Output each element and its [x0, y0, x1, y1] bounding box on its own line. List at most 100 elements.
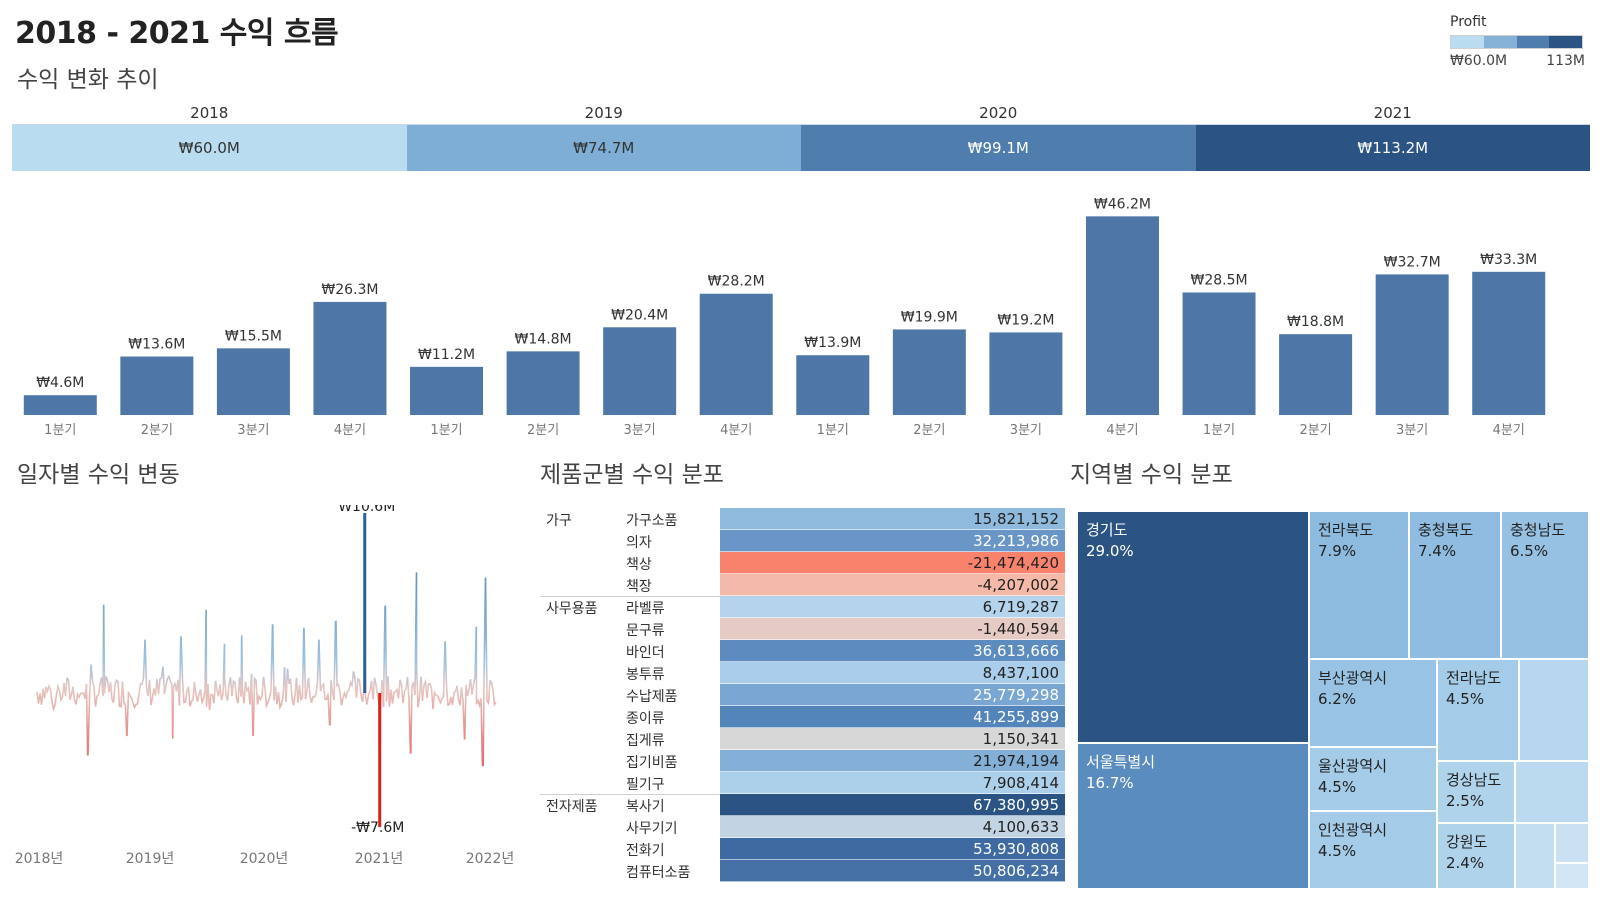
product-subcategory-label: 문구류 — [626, 623, 665, 639]
region-cell: 강원도 2.4% — [1438, 824, 1516, 890]
product-row: 가구 가구소품 15,821,152 — [540, 508, 1065, 530]
quarter-bar — [506, 351, 580, 415]
year-label: 2020 — [979, 104, 1018, 122]
region-percent: 4.5% — [1318, 778, 1357, 796]
quarter-tick-label: 4분기 — [1106, 423, 1138, 438]
daily-year-tick: 2020년 — [240, 851, 289, 867]
quarter-tick-label: 3분기 — [237, 423, 269, 438]
quarter-bar — [603, 327, 677, 415]
quarter-value-label: ₩46.2M — [1094, 196, 1151, 212]
daily-year-tick: 2022년 — [466, 851, 515, 867]
quarter-tick-label: 2분기 — [527, 423, 559, 438]
product-row: 필기구 7,908,414 — [540, 772, 1065, 794]
region-percent: 2.5% — [1446, 792, 1485, 810]
product-value-cell: 25,779,298 — [720, 684, 1065, 706]
product-subcategory-label: 봉투류 — [626, 667, 665, 683]
quarter-bar — [989, 332, 1063, 415]
quarter-value-label: ₩26.3M — [321, 282, 378, 298]
quarter-tick-label: 4분기 — [1493, 423, 1525, 438]
quarter-bar — [699, 293, 773, 415]
year-column: 2021 ₩113.2M — [1195, 102, 1590, 172]
legend-swatch — [1549, 36, 1582, 48]
region-cell: 충청남도 6.5% — [1502, 512, 1590, 660]
quarter-tick-label: 4분기 — [334, 423, 366, 438]
region-name: 전라북도 — [1318, 521, 1374, 539]
product-row: 봉투류 8,437,100 — [540, 662, 1065, 684]
region-name: 전라남도 — [1446, 669, 1502, 687]
quarter-value-label: ₩19.9M — [901, 309, 958, 325]
region-name: 경상남도 — [1446, 771, 1502, 789]
group-separator — [540, 596, 720, 597]
year-column: 2019 ₩74.7M — [406, 102, 801, 172]
region-percent: 7.9% — [1318, 542, 1357, 560]
quarter-value-label: ₩15.5M — [225, 328, 282, 344]
legend-swatch — [1516, 36, 1550, 48]
product-value-cell: -4,207,002 — [720, 574, 1065, 596]
quarter-bar — [120, 356, 194, 415]
year-label: 2021 — [1373, 104, 1412, 122]
product-row: 집기비품 21,974,194 — [540, 750, 1065, 772]
product-subcategory-label: 필기구 — [626, 777, 665, 793]
daily-max-label: ₩10.6M — [338, 505, 395, 515]
region-name: 부산광역시 — [1318, 669, 1388, 687]
quarter-bar — [1279, 334, 1353, 415]
region-cell: 부산광역시 6.2% — [1310, 660, 1438, 748]
product-value-cell: 6,719,287 — [720, 596, 1065, 618]
quarter-bar — [796, 355, 870, 415]
year-profit-cell: ₩99.1M — [801, 124, 1196, 171]
quarter-bar — [313, 301, 387, 415]
product-subcategory-label: 사무기기 — [626, 821, 678, 837]
product-row: 의자 32,213,986 — [540, 530, 1065, 552]
year-profit-cell: ₩113.2M — [1195, 124, 1590, 171]
quarter-value-label: ₩19.2M — [997, 312, 1054, 328]
quarter-value-label: ₩18.8M — [1287, 314, 1344, 330]
product-value-cell: 32,213,986 — [720, 530, 1065, 552]
product-subcategory-label: 책상 — [626, 557, 652, 573]
region-cell: 경기도 29.0% — [1078, 512, 1310, 744]
product-row: 책장 -4,207,002 — [540, 574, 1065, 596]
product-subcategory-label: 수납제품 — [626, 689, 678, 705]
year-profit-cell: ₩74.7M — [406, 124, 801, 171]
quarter-tick-label: 2분기 — [1299, 423, 1331, 438]
daily-year-tick: 2019년 — [126, 851, 175, 867]
yearly-profit-strip: 2018 ₩60.0M 2019 ₩74.7M 2020 ₩99.1M 2021 ₩113.2… — [12, 102, 1590, 172]
product-value-cell: 15,821,152 — [720, 508, 1065, 530]
product-value-cell: 1,150,341 — [720, 728, 1065, 750]
quarter-tick-label: 2분기 — [141, 423, 173, 438]
quarter-bar — [1182, 292, 1256, 415]
product-subcategory-label: 종이류 — [626, 711, 665, 727]
quarter-value-label: ₩20.4M — [611, 307, 668, 323]
product-value-cell: -21,474,420 — [720, 552, 1065, 574]
product-subcategory-label: 집기비품 — [626, 755, 678, 771]
product-row: 종이류 41,255,899 — [540, 706, 1065, 728]
quarterly-profit-bar-chart: ₩4.6M 1분기 ₩13.6M 2분기 ₩15.5M 3분기 ₩26.3M 4분기 ₩11.2… — [23, 196, 1546, 438]
quarter-value-label: ₩33.3M — [1480, 252, 1537, 268]
quarter-tick-label: 1분기 — [44, 423, 76, 438]
quarter-value-label: ₩14.8M — [515, 331, 572, 347]
region-cell: 경상남도 2.5% — [1438, 762, 1516, 824]
legend-min-label: ₩60.0M — [1450, 53, 1508, 69]
quarter-tick-label: 1분기 — [430, 423, 462, 438]
region-percent: 7.4% — [1418, 542, 1457, 560]
legend-swatch — [1483, 36, 1517, 48]
daily-min-label: -₩7.6M — [351, 820, 404, 836]
region-cell-small — [1520, 660, 1590, 762]
region-name: 인천광역시 — [1318, 821, 1388, 839]
quarter-tick-label: 3분기 — [1010, 423, 1042, 438]
legend-color-ramp — [1450, 35, 1583, 49]
product-row: 사무기기 4,100,633 — [540, 816, 1065, 838]
product-row: 사무용품 라벨류 6,719,287 — [540, 596, 1065, 618]
year-profit-cell: ₩60.0M — [12, 124, 407, 171]
product-value-cell: 36,613,666 — [720, 640, 1065, 662]
legend-max-label: 113M — [1546, 53, 1585, 69]
region-percent: 16.7% — [1086, 774, 1134, 792]
region-name: 경기도 — [1086, 521, 1128, 539]
region-cell-small — [1516, 762, 1590, 824]
product-row: 수납제품 25,779,298 — [540, 684, 1065, 706]
year-column: 2018 ₩60.0M — [12, 102, 407, 172]
region-profit-treemap: 경기도 29.0% 서울특별시 16.7% 전라북도 7.9% 충청북도 7.4% 충청남도 6.… — [1078, 512, 1590, 890]
product-value-cell: 41,255,899 — [720, 706, 1065, 728]
product-row: 바인더 36,613,666 — [540, 640, 1065, 662]
region-name: 충청남도 — [1510, 521, 1566, 539]
product-category-label: 전자제품 — [546, 799, 598, 815]
